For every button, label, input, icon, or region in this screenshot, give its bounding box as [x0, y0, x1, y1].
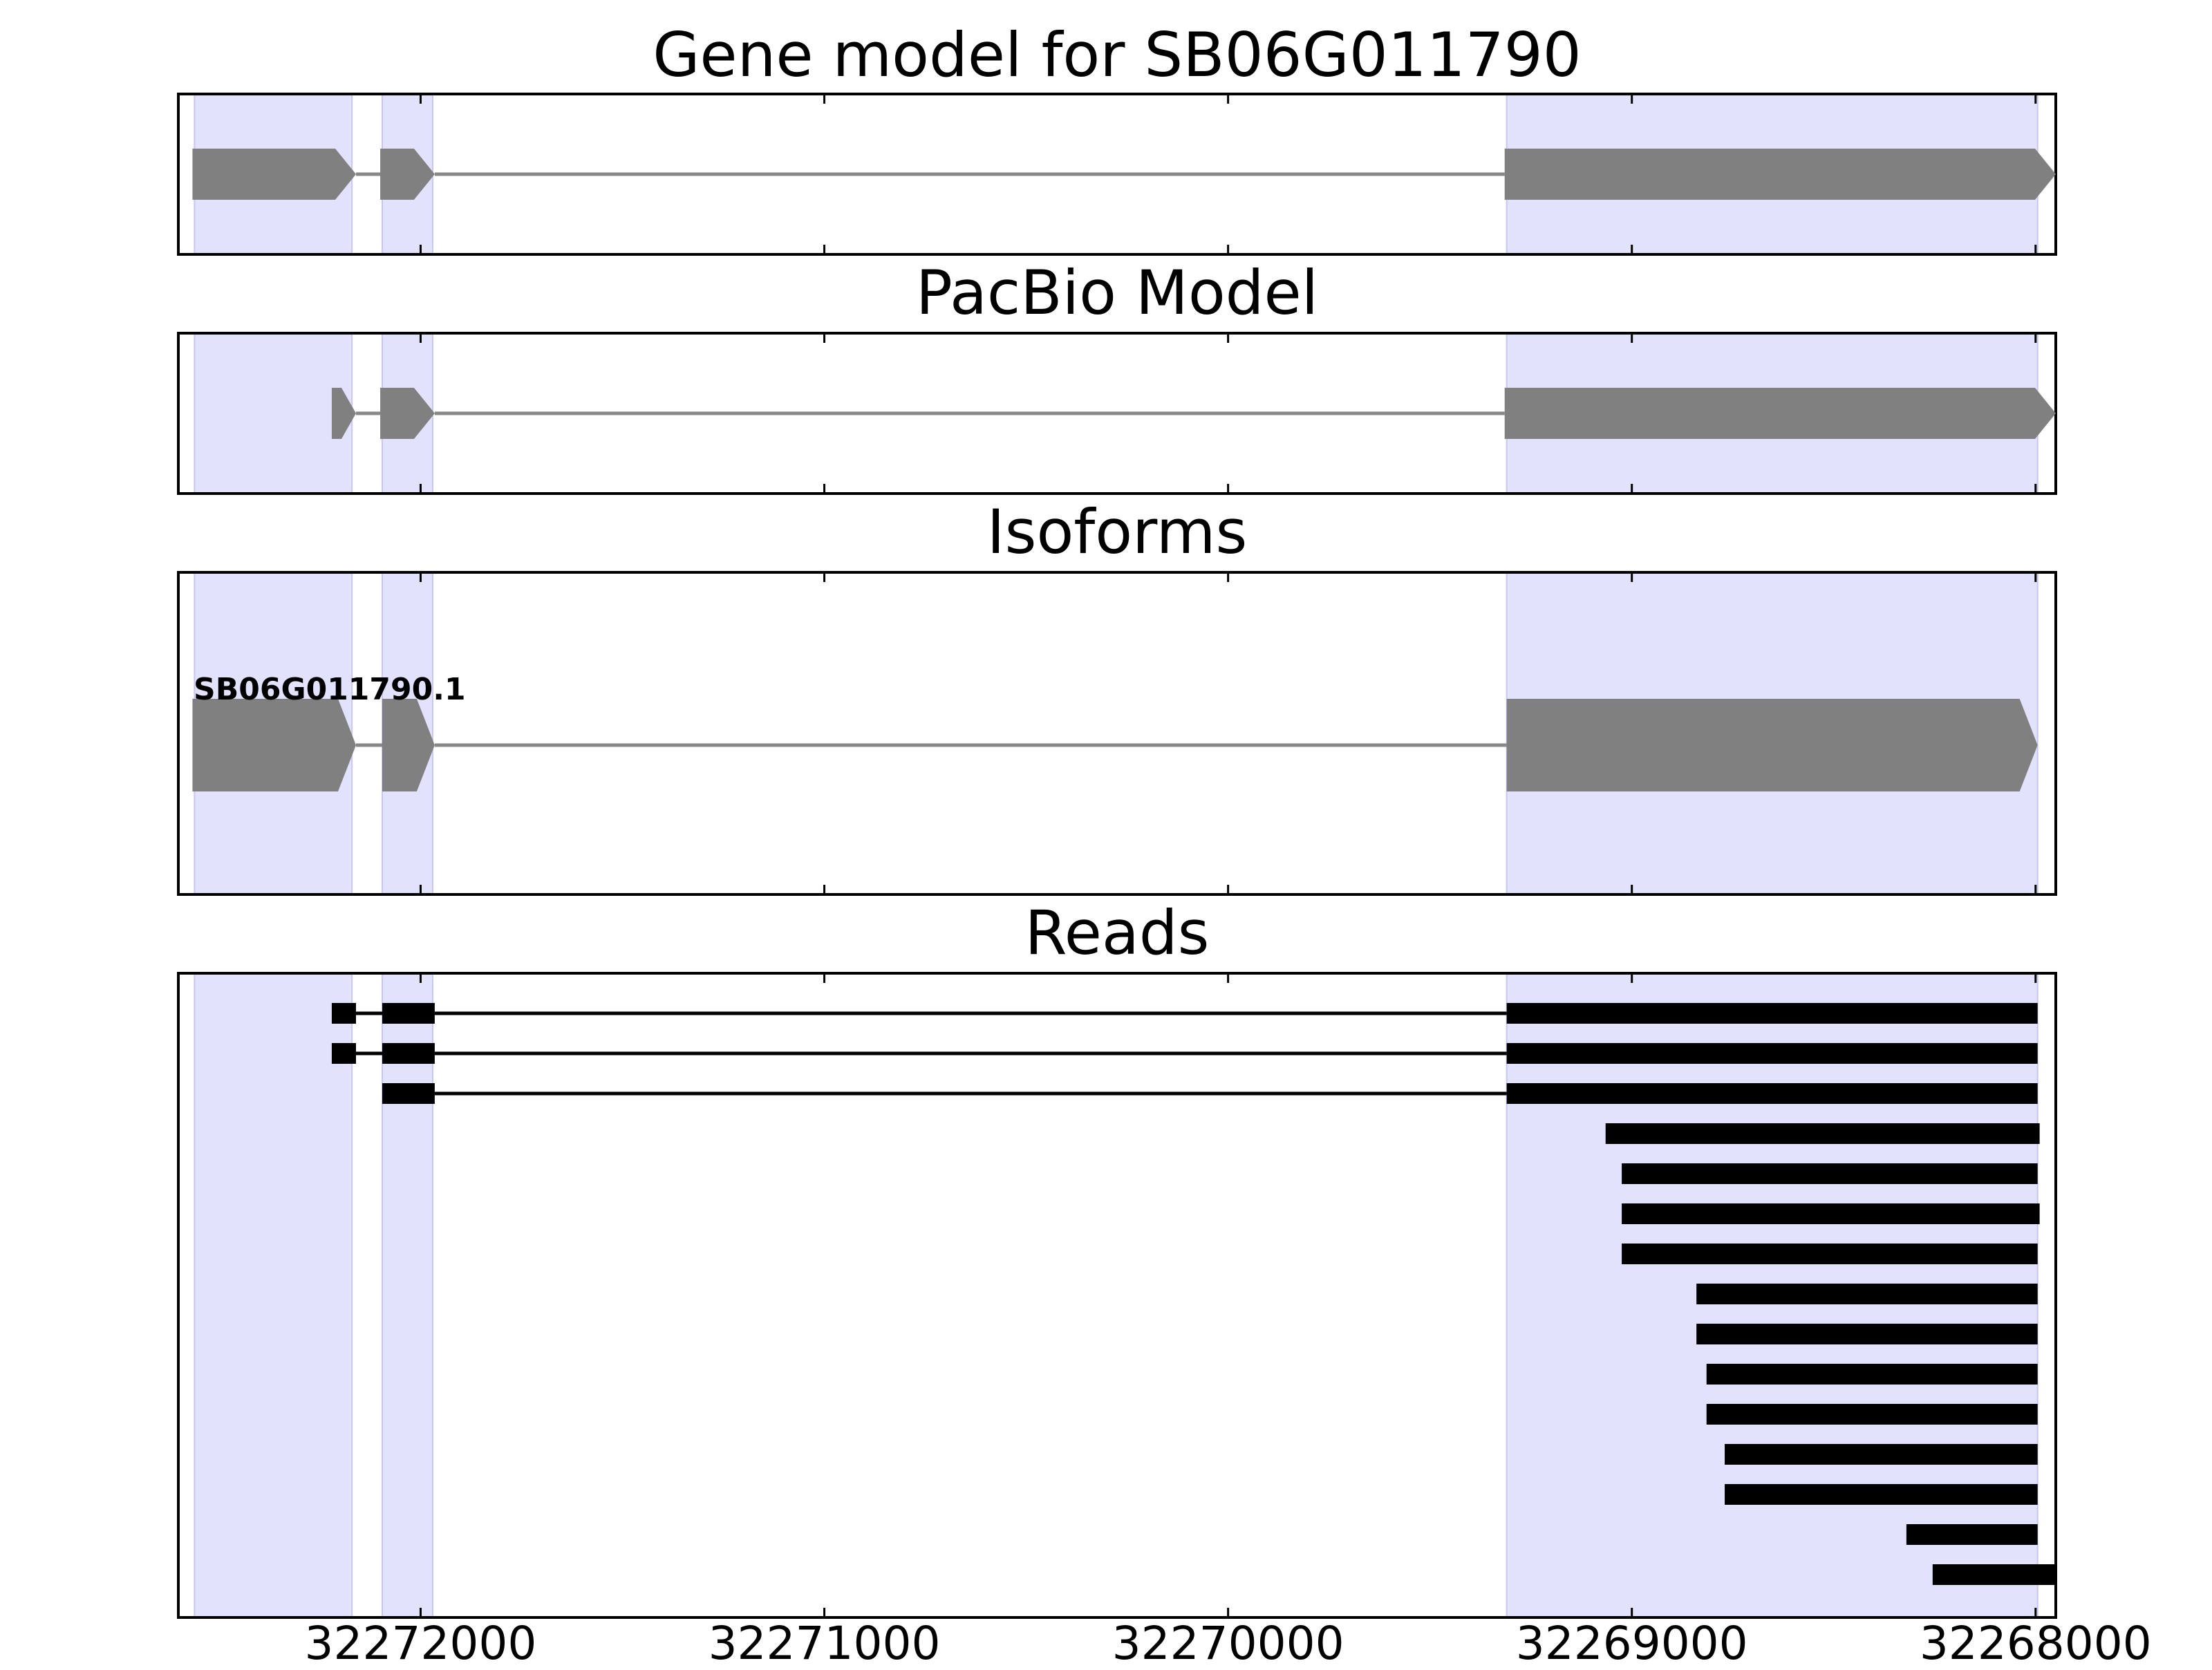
- panel-gene-model: [177, 93, 2057, 256]
- panel-title-pacbio-model: PacBio Model: [915, 257, 1319, 328]
- read-block: [1622, 1163, 2038, 1184]
- reads-plot: [177, 972, 2057, 1619]
- x-tick-label: 32272000: [304, 1617, 537, 1670]
- read-block: [1725, 1444, 2038, 1465]
- panel-title-reads: Reads: [1024, 897, 1210, 968]
- read-block: [1622, 1244, 2038, 1264]
- exon: [1504, 149, 2056, 200]
- read-block: [1622, 1203, 2040, 1224]
- x-tick-label: 32268000: [1919, 1617, 2152, 1670]
- read-block: [1906, 1524, 2038, 1545]
- read-block: [1706, 1364, 2038, 1385]
- gene-model-plot: [177, 93, 2057, 256]
- exon: [380, 388, 435, 439]
- read-block: [1725, 1484, 2038, 1505]
- isoforms-plot: [177, 571, 2057, 896]
- read-block: [382, 1003, 435, 1024]
- panel-title-gene-model: Gene model for SB06G011790: [653, 19, 1582, 91]
- read-block: [1506, 1003, 2038, 1024]
- exon: [380, 149, 435, 200]
- read-block: [1506, 1043, 2038, 1064]
- plot-frame: [177, 972, 2057, 1619]
- read-block: [382, 1043, 435, 1064]
- read-block: [331, 1003, 356, 1024]
- highlight-region: [381, 973, 433, 1618]
- x-tick-label: 32269000: [1515, 1617, 1748, 1670]
- x-tick-label: 32270000: [1112, 1617, 1344, 1670]
- exon: [331, 388, 356, 439]
- panel-isoforms: SB06G011790.1: [177, 571, 2057, 896]
- read-block: [382, 1083, 435, 1104]
- exon: [1504, 388, 2056, 439]
- read-block: [1696, 1324, 2038, 1344]
- x-tick-label: 32271000: [708, 1617, 941, 1670]
- exon: [382, 699, 435, 791]
- highlight-region: [194, 332, 353, 494]
- exon: [1506, 699, 2038, 791]
- panel-reads: [177, 972, 2057, 1619]
- panel-title-isoforms: Isoforms: [986, 496, 1248, 567]
- read-block: [1706, 1404, 2038, 1425]
- exon: [192, 699, 356, 791]
- plot-frame: [177, 571, 2057, 896]
- read-block: [1506, 1083, 2038, 1104]
- highlight-region: [194, 973, 353, 1618]
- pacbio-model-plot: [177, 332, 2057, 495]
- read-block: [331, 1043, 356, 1064]
- exon: [192, 149, 356, 200]
- panel-pacbio-model: [177, 332, 2057, 495]
- read-block: [1696, 1284, 2038, 1304]
- read-block: [1932, 1564, 2056, 1585]
- read-block: [1605, 1123, 2040, 1144]
- isoform-label: SB06G011790.1: [194, 672, 466, 707]
